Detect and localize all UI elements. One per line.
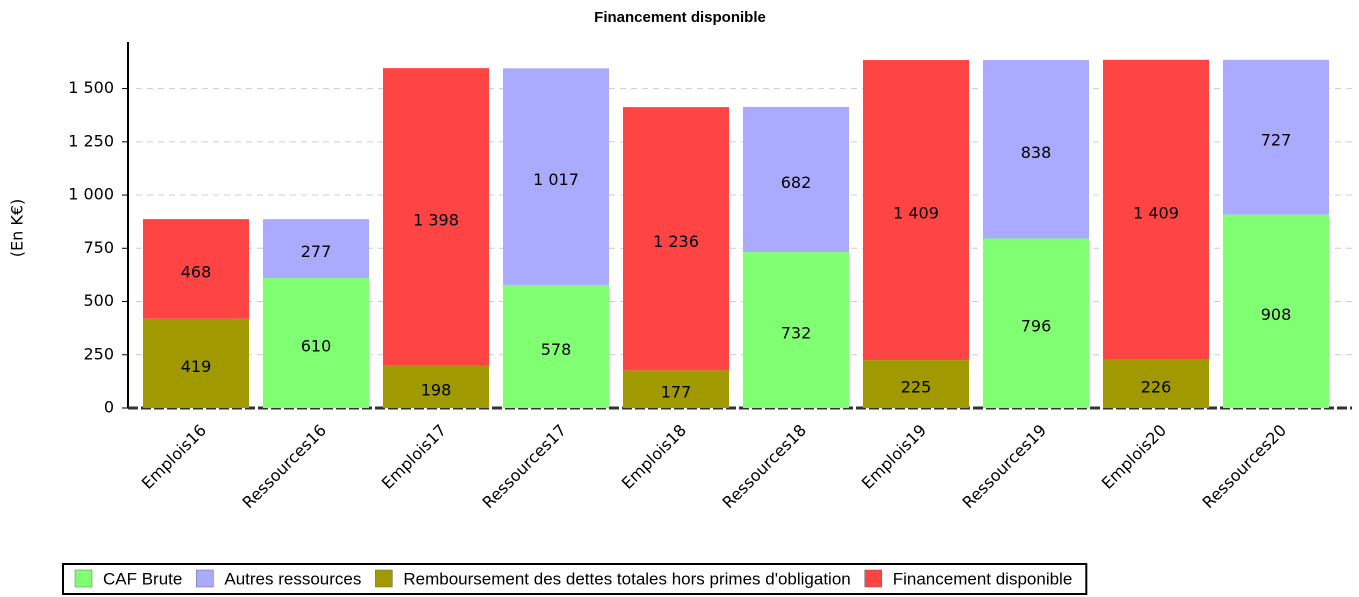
data-label: 908 (1261, 305, 1292, 324)
y-tick-label: 500 (83, 291, 114, 310)
x-tick-label: Ressources18 (719, 421, 811, 513)
legend-label: Remboursement des dettes totales hors pr… (403, 569, 850, 588)
data-label: 277 (301, 242, 332, 261)
data-label: 1 398 (413, 210, 459, 229)
data-label: 838 (1021, 143, 1052, 162)
data-label: 419 (181, 357, 212, 376)
legend-swatch (196, 569, 214, 588)
legend-label: Financement disponible (893, 569, 1073, 588)
x-tick-label: Emplois18 (618, 421, 690, 493)
bar-segment (1223, 59, 1329, 215)
chart-title: Financement disponible (594, 9, 766, 26)
legend-swatch (375, 569, 393, 588)
bar-segment (503, 284, 609, 408)
x-tick-label: Emplois16 (138, 421, 210, 493)
bar-segment (623, 370, 729, 408)
bar-segment (1103, 59, 1209, 360)
bar-segment (143, 318, 249, 408)
legend-label: Autres ressources (224, 569, 361, 588)
data-label: 1 236 (653, 232, 699, 251)
data-label: 177 (661, 383, 692, 402)
bar-segment (1223, 214, 1329, 408)
y-tick-label: 0 (104, 398, 114, 417)
data-label: 732 (781, 324, 812, 343)
bar-segment (623, 107, 729, 371)
bar-segment (263, 278, 369, 408)
data-label: 727 (1261, 131, 1292, 150)
data-label: 610 (301, 337, 332, 356)
data-label: 225 (901, 378, 932, 397)
x-tick-label: Ressources19 (959, 421, 1051, 513)
bar-segment (263, 219, 369, 279)
legend-swatch (864, 569, 882, 588)
bar-segment (743, 106, 849, 253)
x-tick-label: Ressources20 (1199, 421, 1291, 513)
data-label: 1 409 (1133, 203, 1179, 222)
bar-segment (383, 68, 489, 366)
bar-segment (863, 60, 969, 361)
y-axis-label: (En K€) (8, 199, 27, 258)
y-tick-label: 250 (83, 344, 114, 363)
bar-segment (983, 238, 1089, 408)
data-label: 1 017 (533, 170, 579, 189)
bar-segment (383, 365, 489, 408)
x-tick-label: Ressources16 (239, 421, 331, 513)
legend-box (62, 563, 1088, 595)
data-label: 578 (541, 340, 572, 359)
data-label: 468 (181, 262, 212, 281)
data-label: 198 (421, 380, 452, 399)
x-tick-label: Ressources17 (479, 421, 571, 513)
y-tick-label: 1 000 (68, 185, 114, 204)
legend: CAF Brute Autres ressources Remboursement … (62, 563, 1088, 595)
bar-segment (983, 60, 1089, 239)
bar-segment (143, 219, 249, 319)
x-tick-label: Emplois19 (858, 421, 930, 493)
bar-segment (743, 252, 849, 408)
y-tick-label: 1 500 (68, 78, 114, 97)
bar-segment (503, 68, 609, 285)
y-tick-label: 1 250 (68, 131, 114, 150)
legend-swatch (74, 569, 93, 588)
x-tick-label: Emplois17 (378, 421, 450, 493)
bar-segment (863, 360, 969, 408)
data-label: 226 (1141, 377, 1172, 396)
y-tick-label: 750 (83, 238, 114, 257)
bar-segment (1103, 359, 1209, 408)
data-label: 682 (781, 173, 812, 192)
data-label: 796 (1021, 317, 1052, 336)
x-tick-label: Emplois20 (1098, 421, 1170, 493)
legend-label: CAF Brute (103, 569, 182, 588)
data-label: 1 409 (893, 204, 939, 223)
